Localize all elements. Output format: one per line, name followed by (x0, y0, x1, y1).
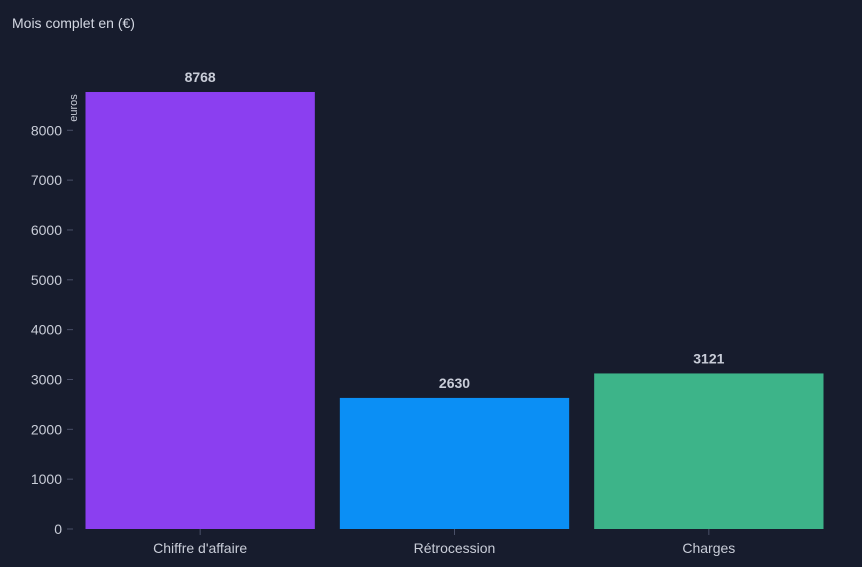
bar-value-label: 2630 (439, 375, 470, 391)
x-tick-label: Rétrocession (414, 540, 496, 556)
y-axis-title: euros (68, 94, 80, 122)
y-tick-label: 6000 (31, 222, 62, 238)
bars-group (85, 92, 824, 529)
value-labels-group: 8768 2630 3121 (185, 69, 725, 391)
y-tick-label: 1000 (31, 471, 62, 487)
bar (339, 397, 570, 529)
y-tick-label: 7000 (31, 172, 62, 188)
y-tick-label: 0 (54, 521, 62, 537)
x-axis: Chiffre d'affaire Rétrocession Charges (153, 529, 735, 556)
bar-value-label: 3121 (693, 350, 724, 366)
bar (594, 373, 824, 529)
chart-title: Mois complet en (€) (12, 15, 135, 31)
y-tick-label: 4000 (31, 322, 62, 338)
y-axis: 0 1000 2000 3000 4000 5000 6000 7000 8000 (31, 122, 73, 537)
bar (85, 92, 315, 529)
y-tick-label: 2000 (31, 421, 62, 437)
y-tick-label: 5000 (31, 272, 62, 288)
y-tick-label: 8000 (31, 122, 62, 138)
x-tick-label: Chiffre d'affaire (153, 540, 247, 556)
bar-value-label: 8768 (185, 69, 216, 85)
y-tick-label: 3000 (31, 371, 62, 387)
x-tick-label: Charges (682, 540, 735, 556)
